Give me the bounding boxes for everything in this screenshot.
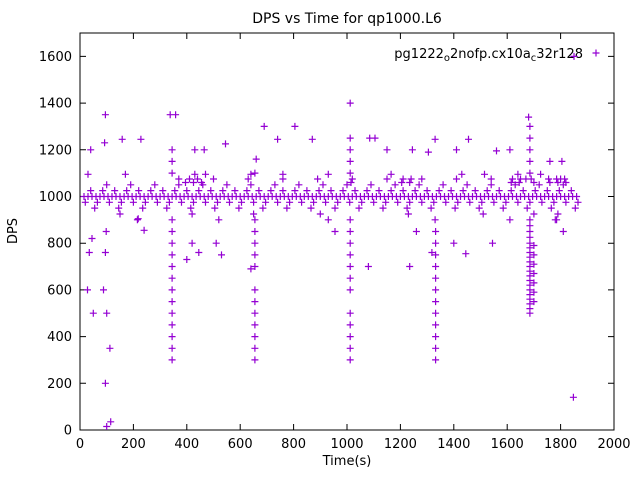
x-tick-label: 400 [174,437,199,452]
legend-label: pg1222o2nofp.cx10ac32r128 [394,47,583,64]
y-tick-label: 800 [47,237,72,252]
x-tick-label: 800 [281,437,306,452]
y-tick-label: 1400 [39,97,72,112]
y-tick-label: 1200 [39,143,72,158]
data-points [80,52,582,430]
x-tick-label: 1600 [491,437,524,452]
chart-title: DPS vs Time for qp1000.L6 [252,11,442,27]
x-axis-label: Time(s) [322,454,372,469]
plot-axes: 0 200 400 600 800 1000 1200 1400 1600 1800 2000 0 20… [39,32,631,452]
y-tick-label: 200 [47,377,72,392]
x-tick-label: 1200 [384,437,417,452]
y-tick-label: 600 [47,283,72,298]
x-tick-label: 1000 [330,437,363,452]
y-tick-label: 0 [64,424,72,439]
legend-marker-icon [592,49,600,57]
x-tick-label: 1800 [544,437,577,452]
axis-ticks [79,33,615,431]
x-tick-label: 600 [228,437,253,452]
x-tick-label: 2000 [597,437,630,452]
y-tick-label: 400 [47,330,72,345]
x-tick-label: 0 [76,437,84,452]
data-points-path [80,52,582,430]
x-tick-label: 200 [121,437,146,452]
y-axis-label: DPS [6,218,21,244]
x-tick-label: 1400 [437,437,470,452]
y-tick-label: 1000 [39,190,72,205]
y-tick-label: 1600 [39,50,72,65]
